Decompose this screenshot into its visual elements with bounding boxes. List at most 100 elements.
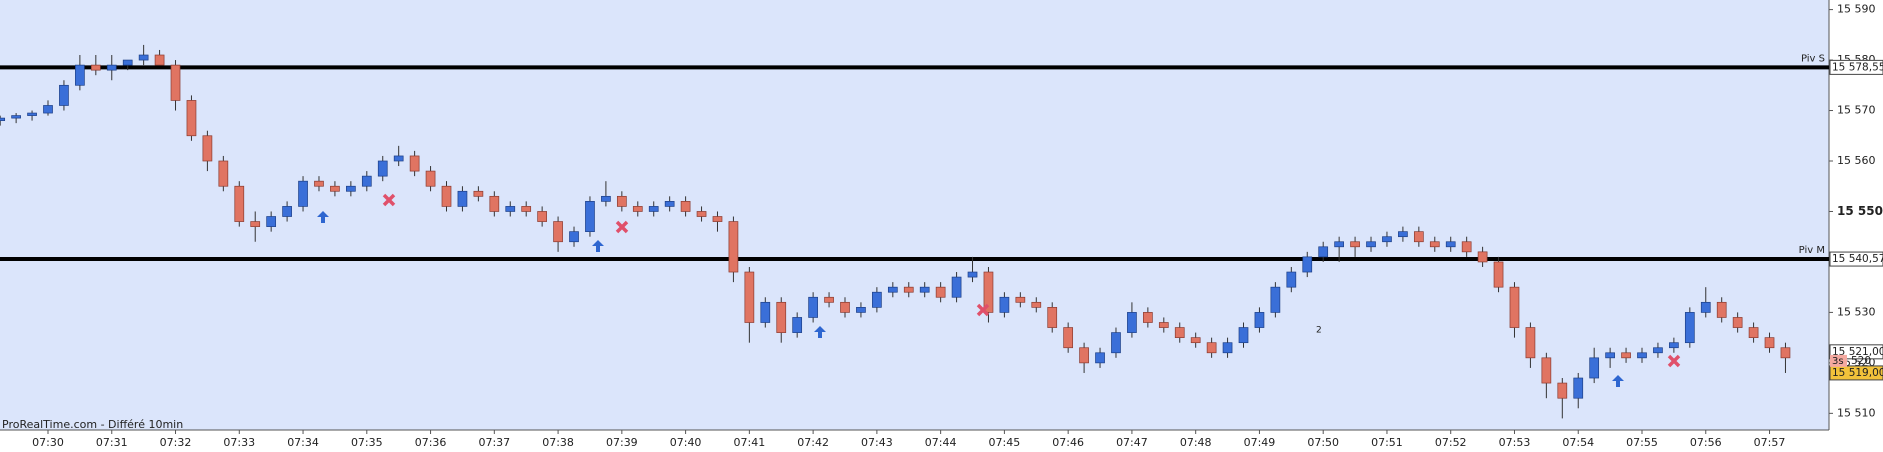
candle-body <box>553 221 563 243</box>
candle-body <box>1111 332 1121 354</box>
x-tick-label: 07:38 <box>542 436 574 449</box>
buy-arrow <box>592 240 604 252</box>
candle-body <box>314 180 324 187</box>
candle-body <box>1254 312 1265 328</box>
candle-body <box>282 206 292 217</box>
candle-body <box>840 301 850 313</box>
candle-body <box>696 211 707 217</box>
candle-body <box>1541 357 1552 384</box>
candle-body <box>170 64 181 101</box>
candle-body <box>744 271 755 323</box>
x-tick-label: 07:30 <box>32 436 64 449</box>
y-tick-label: 15 570 <box>1837 104 1876 117</box>
candle-body <box>1095 352 1105 364</box>
candle-body <box>903 286 914 293</box>
candle-body <box>106 64 117 71</box>
x-tick-label: 07:36 <box>415 436 447 449</box>
candle-body <box>1557 382 1568 399</box>
x-tick-label: 07:47 <box>1116 436 1148 449</box>
plot-background <box>0 0 1829 430</box>
candle-body <box>489 195 500 212</box>
candle-body <box>856 307 866 313</box>
x-tick-label: 07:52 <box>1435 436 1467 449</box>
buy-arrow <box>814 326 826 338</box>
candle-body <box>1366 241 1376 248</box>
candle-body <box>1127 312 1137 333</box>
candle-body <box>1382 236 1392 243</box>
candle-body <box>1732 317 1743 328</box>
x-tick-label: 07:43 <box>861 436 893 449</box>
x-tick-label: 07:57 <box>1754 436 1786 449</box>
candle-body <box>1477 251 1488 263</box>
pivot-name: Piv S <box>1801 53 1825 64</box>
watermark: ProRealTime.com - Différé 10min <box>2 418 183 431</box>
candle-body <box>1222 342 1233 354</box>
candle-body <box>425 170 436 187</box>
candle-body <box>1031 301 1042 308</box>
candle-body <box>1143 312 1153 323</box>
y-tick-label: 15 560 <box>1837 154 1876 167</box>
candle-body <box>1525 327 1536 359</box>
candle-body <box>1493 261 1504 288</box>
price-box <box>1829 251 1883 267</box>
candle-body <box>1174 327 1185 338</box>
candle-body <box>1413 231 1424 243</box>
candle-body <box>0 117 6 121</box>
x-tick-label: 07:42 <box>797 436 829 449</box>
x-tick-label: 07:56 <box>1690 436 1722 449</box>
candle-body <box>361 175 372 187</box>
x-tick-label: 07:32 <box>160 436 192 449</box>
candle-body <box>43 105 53 114</box>
candle-body <box>1015 296 1026 303</box>
candle-body <box>1238 327 1249 344</box>
candle-body <box>505 206 516 212</box>
candle-body <box>1684 312 1695 344</box>
x-tick-label: 07:53 <box>1499 436 1531 449</box>
candle-body <box>887 286 898 293</box>
candle-body <box>330 185 340 192</box>
sell-cross <box>382 193 396 207</box>
candle-body <box>377 160 388 177</box>
candle-body <box>202 135 213 162</box>
y-tick-label: 15 510 <box>1837 406 1876 419</box>
price-label: 15 578,55 <box>1832 61 1883 73</box>
candle-body <box>234 185 245 222</box>
candle-body <box>1429 241 1440 248</box>
candle-body <box>712 216 723 222</box>
candle-body <box>250 221 261 227</box>
x-tick-label: 07:48 <box>1180 436 1212 449</box>
x-tick-label: 07:54 <box>1562 436 1594 449</box>
pivot-name: Piv M <box>1799 245 1825 256</box>
candle-body <box>1780 347 1791 359</box>
timer-box <box>1830 354 1847 367</box>
candle-body <box>75 64 85 86</box>
candle-body <box>1079 347 1089 364</box>
candle-body <box>569 231 579 243</box>
candle-body <box>680 201 691 212</box>
x-tick-label: 07:51 <box>1371 436 1403 449</box>
candle-body <box>441 185 452 207</box>
candle-body <box>1206 342 1217 354</box>
price-label: 15 540,57 <box>1832 253 1883 265</box>
y-tick-label: 15 530 <box>1837 305 1876 318</box>
candle-body <box>1190 337 1201 344</box>
candle-body <box>664 201 675 207</box>
candle-body <box>585 201 595 233</box>
candle-body <box>1605 352 1615 359</box>
candle-body <box>1573 377 1584 399</box>
candle-body <box>11 115 21 119</box>
candle-body <box>983 271 994 313</box>
candle-body <box>1748 327 1759 338</box>
candle-body <box>1334 241 1344 248</box>
buy-arrow <box>1612 375 1624 387</box>
x-tick-label: 07:40 <box>670 436 702 449</box>
candle-body <box>90 64 101 71</box>
x-tick-label: 07:44 <box>925 436 957 449</box>
timer-text: 3s <box>1832 356 1844 367</box>
candle-body <box>1270 286 1281 313</box>
annotation: 2 <box>1316 326 1322 336</box>
candle-body <box>1445 241 1456 248</box>
candle-body <box>760 301 771 323</box>
candle-body <box>1158 322 1169 328</box>
